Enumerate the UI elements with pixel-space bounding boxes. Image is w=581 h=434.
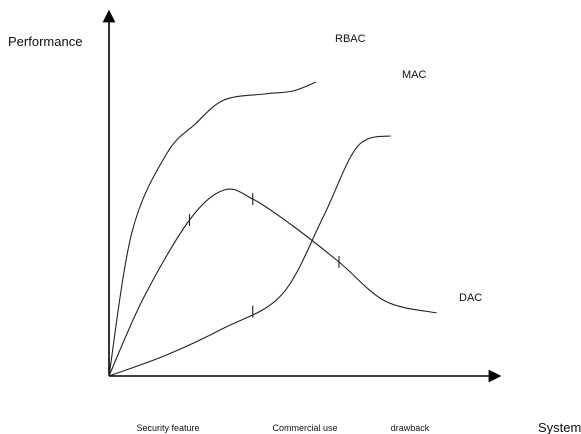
series-label-dac: DAC	[459, 292, 482, 304]
series-label-rbac: RBAC	[335, 33, 366, 45]
curve-markers	[188, 193, 340, 318]
category-label-drawback: drawback	[391, 423, 430, 433]
category-label-security-feature: Security feature	[136, 423, 199, 433]
category-label-commercial-use: Commercial use	[272, 423, 337, 433]
series-label-mac: MAC	[402, 69, 427, 81]
x-axis-title: System	[538, 420, 581, 434]
y-axis-title: Performance	[8, 34, 82, 49]
series-line-mac	[108, 135, 391, 377]
series-line-dac	[108, 188, 437, 377]
series-lines	[108, 81, 437, 377]
series-line-rbac	[108, 81, 317, 377]
